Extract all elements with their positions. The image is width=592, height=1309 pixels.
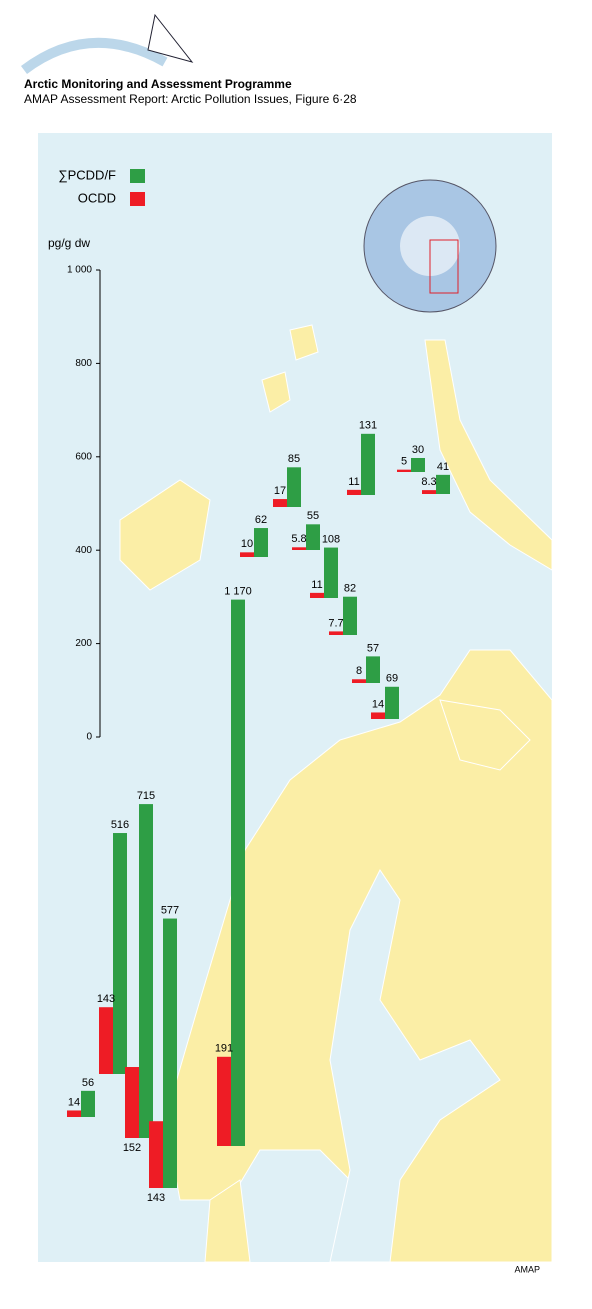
ocdd-bar: [292, 547, 306, 550]
pcdd-label: 82: [344, 583, 356, 595]
ocdd-label: 143: [97, 993, 115, 1005]
pcdd-bar: [287, 467, 301, 507]
pcdd-bar: [411, 457, 425, 472]
legend-swatch: [130, 192, 145, 206]
pcdd-label: 30: [412, 444, 424, 456]
y-tick-label: 800: [75, 358, 92, 369]
pcdd-label: 85: [288, 453, 300, 465]
pcdd-label: 69: [386, 673, 398, 685]
ocdd-label: 152: [123, 1142, 141, 1154]
pcdd-bar: [254, 528, 268, 557]
locator-frame: [429, 239, 459, 294]
ocdd-label: 17: [274, 485, 286, 497]
ocdd-label: 8.3: [421, 476, 436, 488]
pcdd-label: 1 170: [224, 586, 252, 598]
pcdd-label: 131: [359, 420, 377, 432]
pcdd-bar: [361, 433, 375, 495]
pcdd-label: 55: [307, 510, 319, 522]
ocdd-bar: [149, 1121, 163, 1188]
ocdd-label: 10: [241, 538, 253, 550]
pcdd-bar: [306, 524, 320, 550]
ocdd-label: 11: [311, 579, 322, 591]
ocdd-bar: [329, 631, 343, 635]
ocdd-bar: [422, 490, 436, 494]
pcdd-bar: [324, 547, 338, 598]
ocdd-label: 5.8: [291, 533, 306, 545]
pcdd-label: 516: [111, 819, 129, 831]
y-tick-label: 400: [75, 545, 92, 556]
pcdd-label: 62: [255, 514, 267, 526]
ocdd-label: 8: [356, 665, 362, 677]
logo-mark: [147, 13, 194, 63]
pcdd-bar: [163, 918, 177, 1188]
pcdd-bar: [231, 599, 245, 1146]
pcdd-label: 108: [322, 533, 340, 545]
legend-label: ∑PCDD/F: [58, 167, 116, 182]
ocdd-bar: [99, 1007, 113, 1074]
pcdd-bar: [436, 474, 450, 494]
logo-arc: [20, 37, 168, 74]
legend-label: OCDD: [78, 190, 116, 205]
pcdd-label: 715: [137, 790, 155, 802]
credit: AMAP: [514, 1264, 540, 1274]
ocdd-bar: [397, 469, 411, 472]
pcdd-bar: [81, 1090, 95, 1117]
title: Arctic Monitoring and Assessment Program…: [24, 77, 292, 91]
y-axis-label: pg/g dw: [48, 236, 90, 250]
ocdd-label: 191: [215, 1043, 233, 1055]
pcdd-bar: [113, 833, 127, 1074]
ocdd-bar: [125, 1067, 139, 1138]
ocdd-bar: [347, 489, 361, 495]
ocdd-label: 14: [372, 698, 384, 710]
ocdd-label: 5: [401, 456, 407, 468]
ocdd-bar: [217, 1056, 231, 1146]
y-tick-label: 0: [86, 732, 92, 743]
pcdd-bar: [139, 804, 153, 1138]
pcdd-bar: [385, 686, 399, 719]
pcdd-label: 57: [367, 642, 379, 654]
ocdd-bar: [67, 1110, 81, 1117]
pcdd-label: 577: [161, 904, 179, 916]
y-tick-label: 1 000: [67, 265, 92, 276]
y-tick-label: 600: [75, 451, 92, 462]
y-tick-label: 200: [75, 638, 92, 649]
ocdd-label: 11: [348, 476, 359, 488]
subtitle: AMAP Assessment Report: Arctic Pollution…: [24, 92, 357, 106]
ocdd-bar: [273, 499, 287, 507]
ocdd-bar: [240, 552, 254, 557]
ocdd-label: 14: [68, 1096, 80, 1108]
ocdd-bar: [352, 679, 366, 683]
pcdd-label: 41: [437, 461, 449, 473]
pcdd-bar: [366, 656, 380, 683]
pcdd-label: 56: [82, 1077, 94, 1089]
ocdd-label: 143: [147, 1192, 165, 1204]
ocdd-label: 7.7: [328, 617, 343, 629]
legend-swatch: [130, 169, 145, 183]
pcdd-bar: [343, 596, 357, 635]
baltic-sea: [329, 869, 501, 1263]
ocdd-bar: [310, 592, 324, 598]
ocdd-bar: [371, 712, 385, 719]
